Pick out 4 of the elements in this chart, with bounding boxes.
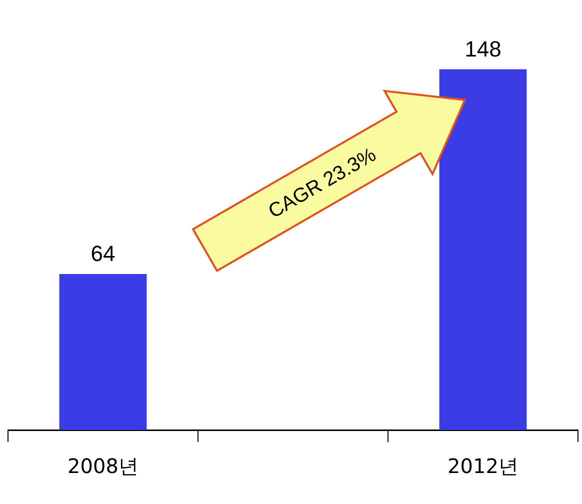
data-label: 64 [90, 241, 116, 266]
x-tick-label: 2012년 [448, 454, 518, 478]
data-label: 148 [464, 36, 502, 62]
x-tick-label: 2008년 [68, 454, 138, 478]
